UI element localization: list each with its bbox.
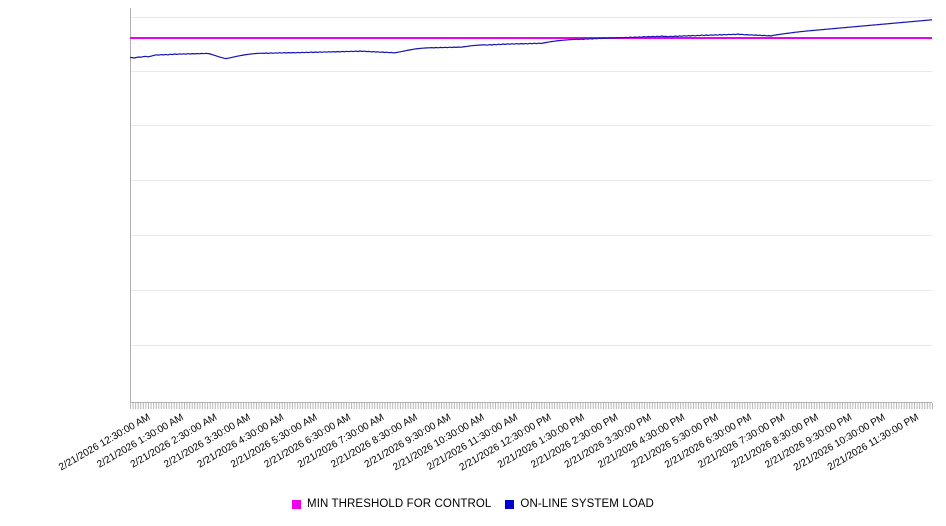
- chart-legend: MIN THRESHOLD FOR CONTROL ON-LINE SYSTEM…: [0, 498, 946, 510]
- legend-swatch-magenta: [292, 499, 302, 509]
- legend-entry-system-load[interactable]: ON-LINE SYSTEM LOAD: [505, 498, 654, 510]
- series-online-system-load: [129, 19, 933, 60]
- legend-entry-min-threshold[interactable]: MIN THRESHOLD FOR CONTROL: [292, 498, 491, 510]
- legend-label-system-load: ON-LINE SYSTEM LOAD: [520, 498, 654, 510]
- x-axis-ticks: [130, 403, 933, 409]
- gridlines: [130, 17, 932, 346]
- legend-label-min-threshold: MIN THRESHOLD FOR CONTROL: [307, 498, 492, 510]
- legend-swatch-blue: [505, 499, 515, 509]
